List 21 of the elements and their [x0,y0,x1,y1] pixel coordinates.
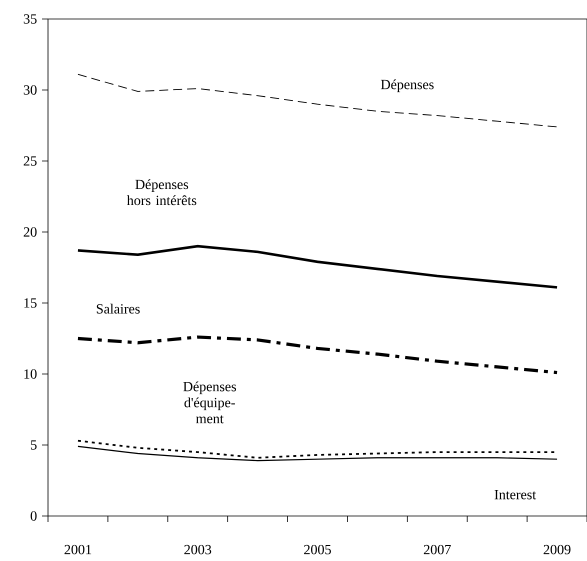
series-label: Salaires [96,304,140,314]
x-tick-label: 2007 [424,544,451,554]
line-series [78,74,558,128]
y-tick-label: 5 [30,440,37,450]
y-tick-label: 10 [24,369,37,379]
line-series [76,335,559,374]
y-tick-label: 30 [24,85,37,95]
y-tick-label: 0 [30,511,37,521]
text: Interest [494,490,536,500]
y-tick-label: 25 [24,156,37,166]
series-label: Dépenses [380,79,434,92]
x-tick-label: 2009 [544,544,570,554]
text: Dépenses hors intérêts [126,179,196,206]
series-label: Dépenses d'équipe-ment [183,381,236,424]
line-series [76,244,558,289]
x-tick-label: 2005 [304,544,331,554]
y-tick-label: 15 [24,298,37,308]
y-tick-label: 20 [24,227,37,237]
y-tick-label: 35 [24,14,37,24]
x-tick-label: 2003 [184,544,212,554]
x-tick-label: 2001 [64,544,92,554]
